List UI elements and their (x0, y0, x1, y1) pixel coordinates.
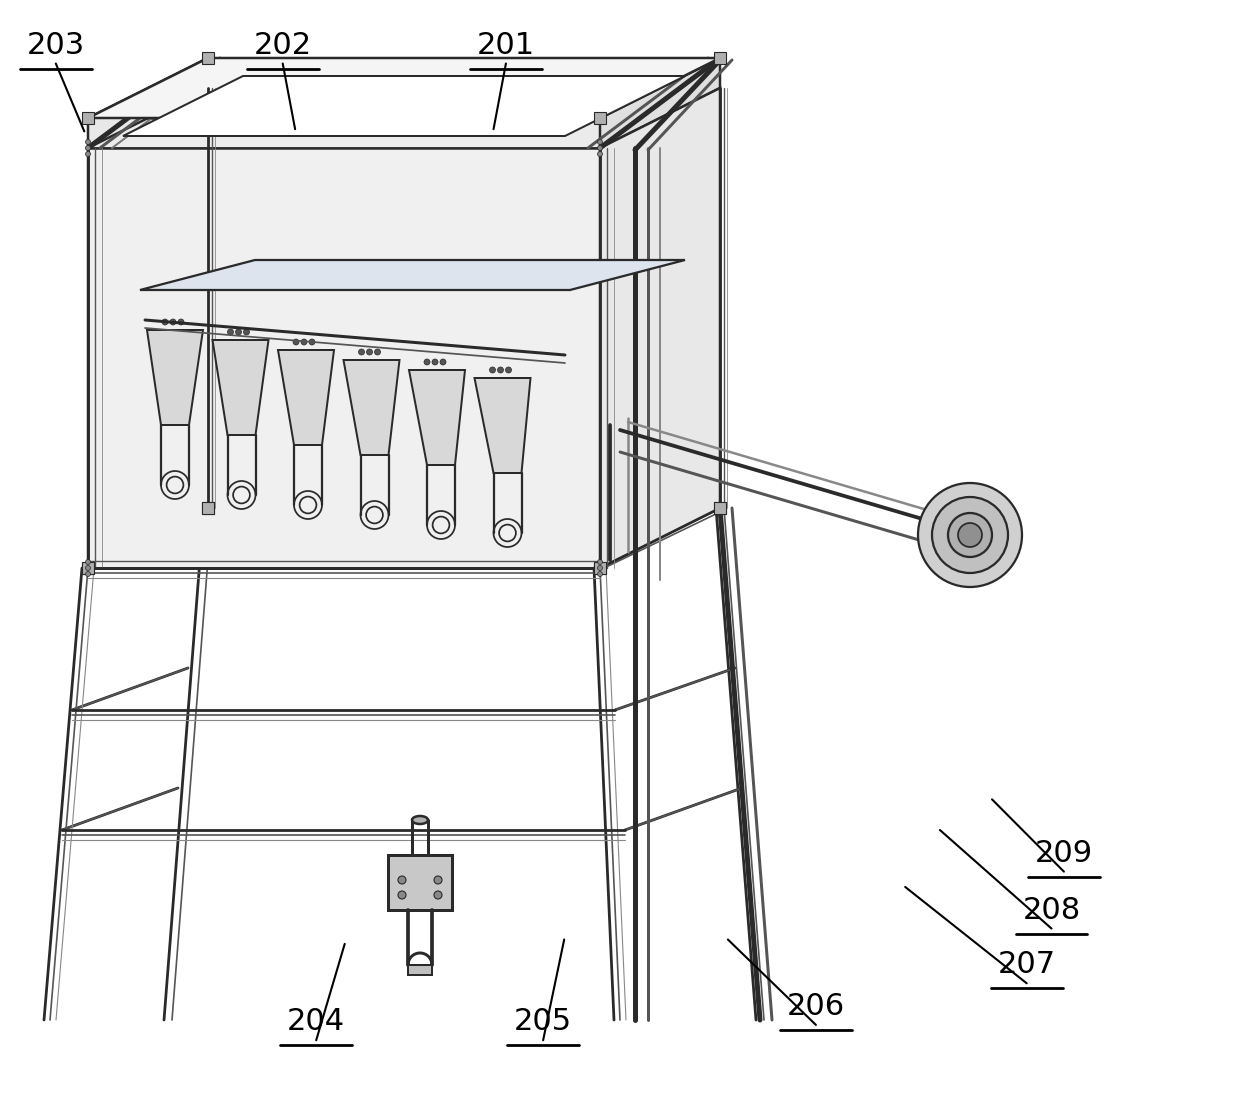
Circle shape (86, 146, 91, 150)
Polygon shape (88, 118, 600, 148)
Circle shape (598, 151, 603, 157)
Polygon shape (475, 378, 531, 473)
Circle shape (86, 139, 91, 145)
Polygon shape (409, 370, 465, 465)
Text: 207: 207 (998, 950, 1055, 979)
Circle shape (301, 339, 308, 345)
Circle shape (236, 328, 242, 335)
Polygon shape (343, 360, 399, 456)
Polygon shape (88, 88, 208, 568)
Circle shape (490, 367, 496, 373)
Circle shape (598, 560, 603, 565)
Circle shape (598, 146, 603, 150)
Circle shape (309, 339, 315, 345)
Text: 208: 208 (1023, 896, 1080, 924)
Polygon shape (600, 88, 720, 568)
Polygon shape (278, 350, 334, 445)
Bar (202, 502, 215, 514)
Circle shape (243, 328, 249, 335)
Circle shape (162, 319, 167, 325)
Circle shape (86, 572, 91, 576)
Circle shape (424, 359, 430, 365)
Bar (82, 112, 94, 124)
Bar (82, 562, 94, 574)
Polygon shape (208, 88, 720, 508)
Circle shape (434, 876, 441, 884)
Bar (202, 51, 215, 64)
Text: 205: 205 (515, 1007, 572, 1036)
Bar (202, 502, 215, 514)
Circle shape (598, 565, 603, 570)
Circle shape (598, 139, 603, 145)
Text: 201: 201 (477, 31, 534, 59)
Circle shape (932, 497, 1008, 573)
Bar (714, 502, 725, 514)
Circle shape (358, 349, 365, 355)
Circle shape (293, 339, 299, 345)
Circle shape (497, 367, 503, 373)
Polygon shape (88, 58, 208, 148)
Circle shape (598, 572, 603, 576)
Polygon shape (408, 965, 432, 975)
Text: 209: 209 (1035, 839, 1092, 867)
Text: 203: 203 (27, 31, 84, 59)
Bar (714, 502, 725, 514)
Polygon shape (212, 341, 269, 435)
Bar (714, 51, 725, 64)
Bar (82, 562, 94, 574)
Circle shape (86, 565, 91, 570)
Circle shape (434, 891, 441, 899)
Bar (594, 112, 606, 124)
Circle shape (440, 359, 446, 365)
Polygon shape (88, 58, 720, 118)
Text: 204: 204 (288, 1007, 345, 1036)
Ellipse shape (412, 816, 428, 825)
Polygon shape (140, 260, 684, 290)
Polygon shape (123, 76, 684, 136)
Circle shape (227, 328, 233, 335)
Circle shape (170, 319, 176, 325)
Circle shape (959, 523, 982, 548)
Text: 206: 206 (787, 992, 844, 1021)
Circle shape (949, 512, 992, 557)
Polygon shape (88, 148, 600, 568)
Circle shape (432, 359, 438, 365)
Circle shape (918, 483, 1022, 587)
Text: 202: 202 (254, 31, 311, 59)
Polygon shape (148, 330, 203, 425)
Polygon shape (388, 855, 453, 910)
Bar (594, 562, 606, 574)
Circle shape (374, 349, 381, 355)
Circle shape (86, 151, 91, 157)
Bar (594, 562, 606, 574)
Polygon shape (600, 58, 720, 148)
Circle shape (398, 876, 405, 884)
Circle shape (179, 319, 184, 325)
Circle shape (86, 560, 91, 565)
Circle shape (398, 891, 405, 899)
Circle shape (367, 349, 372, 355)
Circle shape (506, 367, 511, 373)
